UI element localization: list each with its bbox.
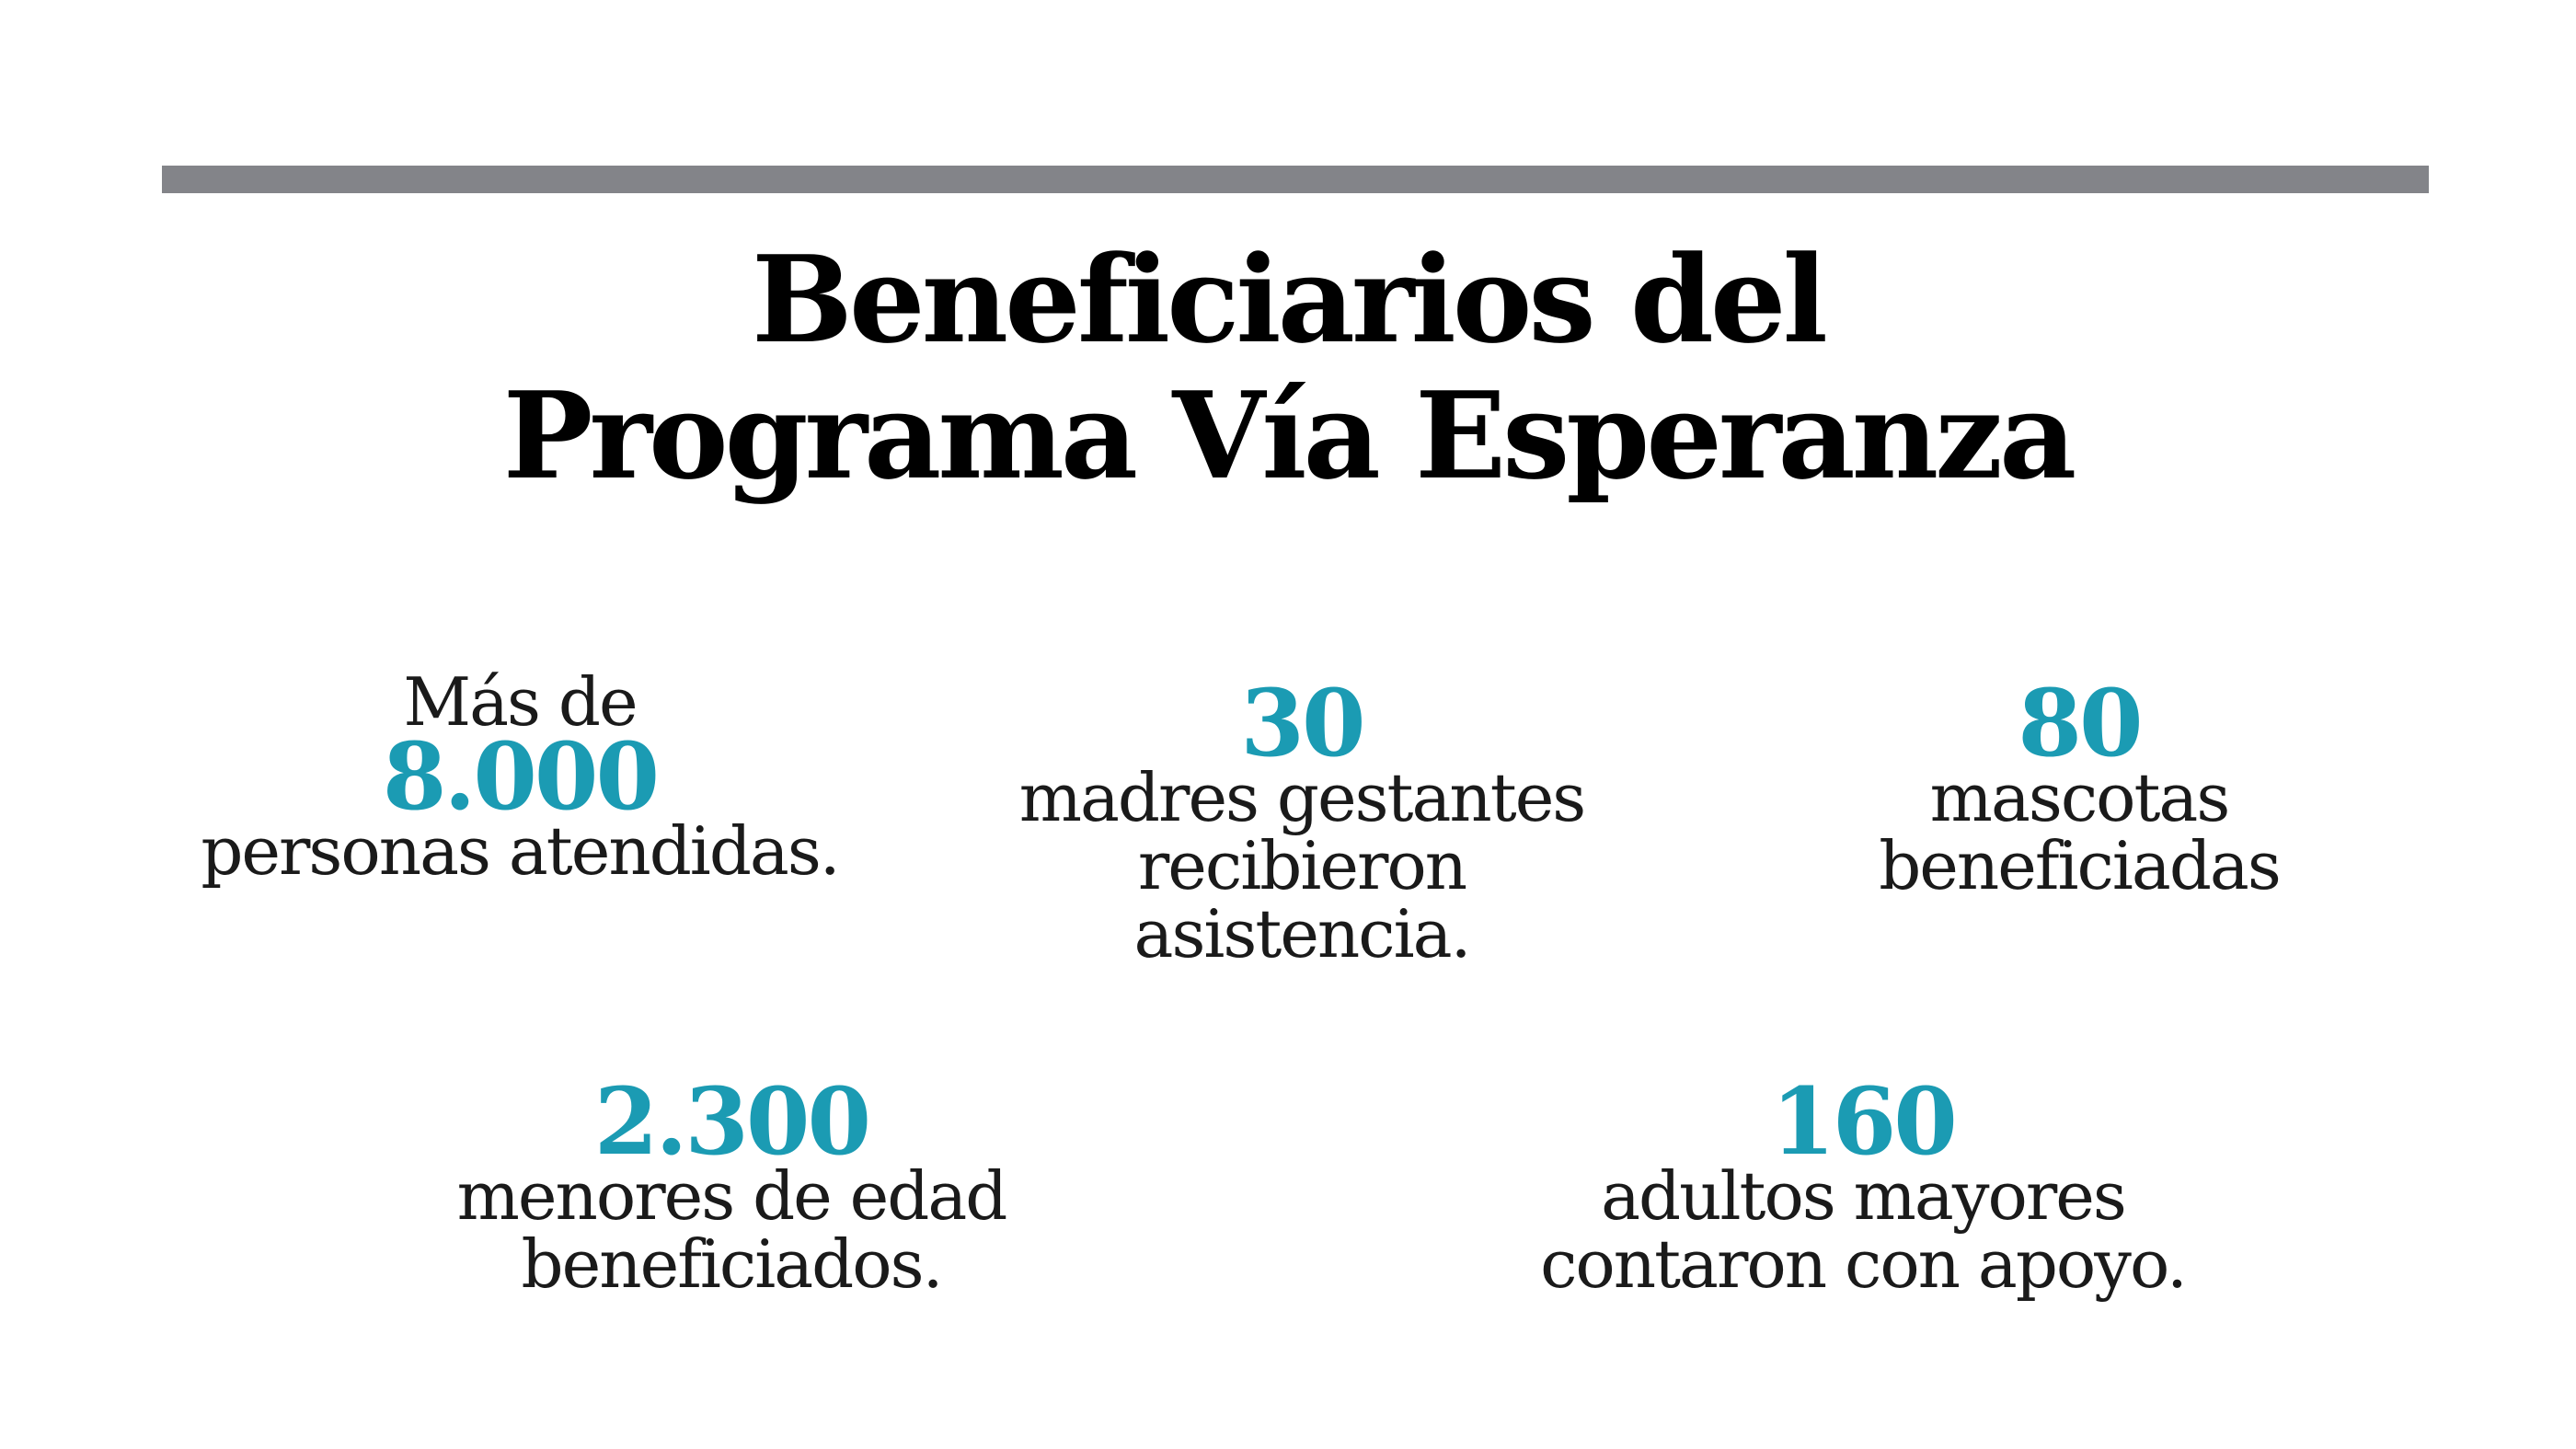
title-line-2: Programa Vía Esperanza bbox=[502, 365, 2077, 506]
page-title: Beneficiarios del Programa Vía Esperanza bbox=[0, 232, 2576, 504]
stat-label-line: menores de edad bbox=[456, 1157, 1008, 1235]
stat-label-line: madres gestantes bbox=[1018, 759, 1587, 836]
title-line-1: Beneficiarios del bbox=[752, 229, 1828, 370]
stat-label-line: personas atendidas. bbox=[201, 812, 840, 890]
stat-label-line: asistencia. bbox=[1133, 895, 1472, 972]
stat-personas-atendidas: Más de 8.000 personas atendidas. bbox=[147, 668, 892, 885]
stat-adultos-mayores: 160 adultos mayores contaron con apoyo. bbox=[1490, 1067, 2236, 1303]
top-rule bbox=[162, 166, 2429, 193]
stat-madres-gestantes: 30 madres gestantes recibieron asistenci… bbox=[929, 669, 1674, 972]
stat-label-line: contaron con apoyo. bbox=[1540, 1225, 2188, 1303]
stat-label-line: adultos mayores bbox=[1601, 1157, 2127, 1235]
stat-prefix: Más de bbox=[403, 663, 638, 741]
stat-value: 160 bbox=[1771, 1067, 1958, 1176]
stat-label-line: beneficiados. bbox=[521, 1225, 944, 1303]
stat-value: 80 bbox=[2018, 669, 2143, 777]
stat-label-line: recibieron bbox=[1137, 827, 1467, 904]
stat-label-line: mascotas bbox=[1929, 759, 2231, 836]
stat-value: 2.300 bbox=[593, 1067, 871, 1176]
stat-value: 8.000 bbox=[382, 722, 660, 831]
stat-value: 30 bbox=[1240, 669, 1365, 777]
stat-label-line: beneficiadas bbox=[1879, 827, 2282, 904]
stat-mascotas: 80 mascotas beneficiadas bbox=[1711, 669, 2447, 904]
stat-menores-de-edad: 2.300 menores de edad beneficiados. bbox=[359, 1067, 1104, 1303]
